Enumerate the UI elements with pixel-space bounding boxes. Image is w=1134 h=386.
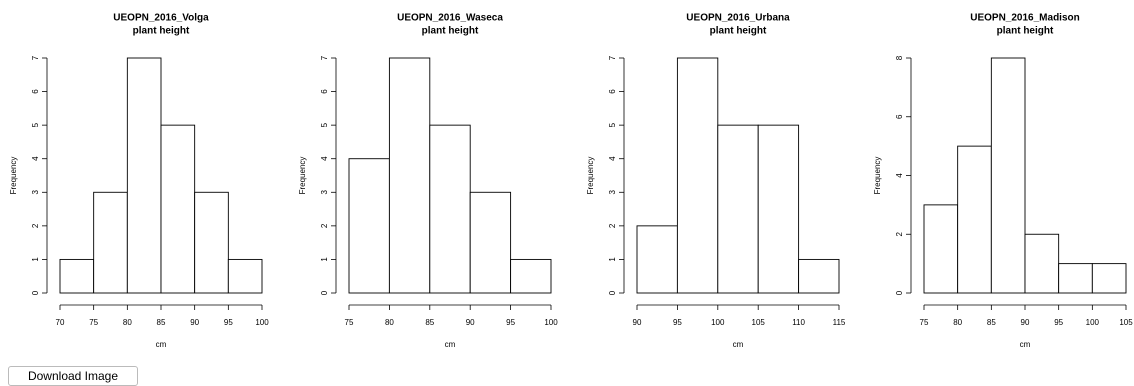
histogram-bar	[1091, 263, 1127, 294]
x-tick-label: 70	[56, 318, 65, 327]
download-button[interactable]: Download Image	[8, 366, 138, 386]
chart-title: UEOPN_2016_Volga	[113, 13, 209, 24]
histogram-bar	[798, 258, 840, 294]
y-axis-label: Frequency	[298, 157, 307, 195]
x-tick-label: 95	[224, 318, 233, 327]
y-tick-label: 6	[31, 89, 40, 94]
x-tick-label: 85	[987, 318, 996, 327]
y-tick-label: 0	[608, 290, 617, 295]
y-axis-label: Frequency	[873, 157, 882, 195]
histogram-bar	[1058, 263, 1093, 294]
y-axis-label: Frequency	[586, 157, 595, 195]
x-tick-label: 100	[1086, 318, 1100, 327]
y-tick-label: 2	[895, 231, 904, 236]
histogram-bar	[923, 204, 959, 294]
x-tick-label: 95	[506, 318, 515, 327]
y-tick-label: 5	[320, 122, 329, 127]
y-tick-label: 4	[31, 156, 40, 161]
x-tick-label: 90	[190, 318, 199, 327]
chart-title: UEOPN_2016_Waseca	[397, 13, 503, 24]
histogram-bar	[160, 124, 196, 294]
x-tick-label: 90	[1021, 318, 1030, 327]
y-tick-label: 4	[608, 156, 617, 161]
x-tick-label: 80	[953, 318, 962, 327]
y-tick-label: 2	[608, 223, 617, 228]
x-tick-label: 80	[385, 318, 394, 327]
x-tick-label: 90	[633, 318, 642, 327]
x-tick-label: 85	[425, 318, 434, 327]
y-tick-label: 4	[320, 156, 329, 161]
chart-subtitle: plant height	[133, 26, 190, 37]
y-tick-label: 7	[31, 55, 40, 60]
y-tick-label: 1	[31, 257, 40, 262]
y-tick-label: 2	[320, 223, 329, 228]
histogram-bar	[227, 258, 263, 294]
y-tick-label: 7	[608, 55, 617, 60]
y-tick-label: 3	[31, 190, 40, 195]
y-tick-label: 2	[31, 223, 40, 228]
histogram-bar	[59, 258, 95, 294]
y-axis-label: Frequency	[9, 157, 18, 195]
x-axis-label: cm	[445, 340, 456, 349]
histogram-bar	[348, 158, 390, 294]
x-tick-label: 100	[544, 318, 558, 327]
histogram-bar	[957, 145, 992, 294]
y-tick-label: 4	[895, 173, 904, 178]
x-tick-label: 115	[833, 318, 846, 327]
x-tick-label: 100	[255, 318, 269, 327]
x-tick-label: 85	[157, 318, 166, 327]
x-tick-label: 75	[345, 318, 354, 327]
x-tick-label: 100	[711, 318, 725, 327]
y-tick-label: 1	[320, 257, 329, 262]
histogram-bar	[676, 57, 719, 294]
histogram-bar	[469, 191, 512, 294]
histogram-bar	[1024, 233, 1060, 294]
y-tick-label: 6	[895, 114, 904, 119]
y-tick-label: 7	[320, 55, 329, 60]
y-tick-label: 3	[320, 190, 329, 195]
histogram-bar	[388, 57, 431, 294]
x-axis-label: cm	[1020, 340, 1031, 349]
chart-title: UEOPN_2016_Urbana	[686, 13, 790, 24]
x-tick-label: 90	[466, 318, 475, 327]
x-axis-label: cm	[733, 340, 744, 349]
chart-subtitle: plant height	[997, 26, 1054, 37]
y-tick-label: 0	[320, 290, 329, 295]
y-tick-label: 5	[608, 122, 617, 127]
x-tick-label: 80	[123, 318, 132, 327]
histogram-bar	[990, 57, 1026, 294]
x-tick-label: 110	[792, 318, 805, 327]
x-tick-label: 95	[1054, 318, 1063, 327]
y-tick-label: 3	[608, 190, 617, 195]
x-axis-label: cm	[156, 340, 167, 349]
x-tick-label: 75	[920, 318, 929, 327]
histogram-bar	[510, 258, 552, 294]
chart-subtitle: plant height	[422, 26, 479, 37]
y-tick-label: 6	[320, 89, 329, 94]
x-tick-label: 95	[673, 318, 682, 327]
chart-subtitle: plant height	[710, 26, 767, 37]
histogram-bar	[126, 57, 162, 294]
histogram-bar	[636, 225, 678, 294]
histogram-bar	[194, 191, 229, 294]
x-tick-label: 75	[89, 318, 98, 327]
y-tick-label: 0	[31, 290, 40, 295]
y-tick-label: 0	[895, 290, 904, 295]
histogram-bar	[93, 191, 128, 294]
histogram-bar	[757, 124, 800, 294]
x-tick-label: 105	[752, 318, 766, 327]
chart-title: UEOPN_2016_Madison	[970, 13, 1080, 24]
y-tick-label: 8	[895, 55, 904, 60]
y-tick-label: 1	[608, 257, 617, 262]
y-tick-label: 5	[31, 122, 40, 127]
histogram-bar	[717, 124, 759, 294]
histogram-bar	[429, 124, 471, 294]
x-tick-label: 105	[1119, 318, 1133, 327]
y-tick-label: 6	[608, 89, 617, 94]
